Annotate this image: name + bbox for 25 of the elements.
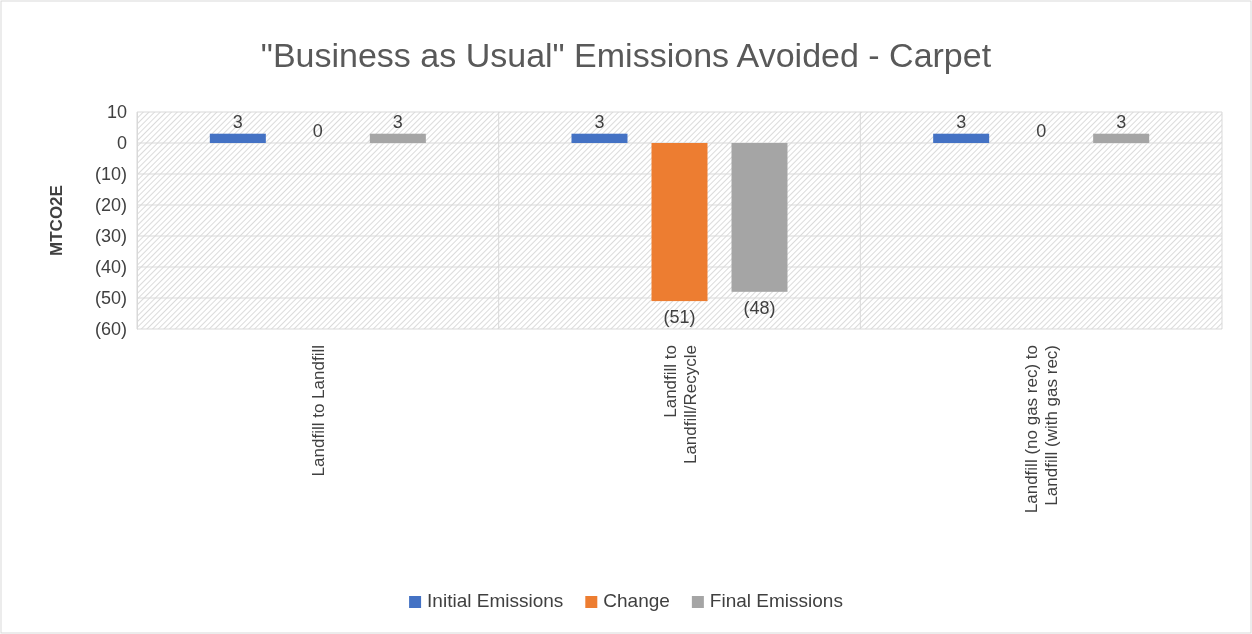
- data-label: 3: [1116, 111, 1127, 132]
- y-tick-label: (20): [94, 195, 127, 216]
- data-label: 3: [232, 111, 243, 132]
- y-tick-label: 0: [116, 133, 127, 154]
- legend-label: Change: [603, 590, 670, 611]
- data-label: (51): [663, 307, 696, 328]
- data-label: (48): [743, 297, 776, 318]
- x-tick-label: Landfill (no gas rec) to Landfill (with gas rec): [1022, 345, 1062, 514]
- y-axis-title: MTCO2E: [47, 185, 66, 256]
- y-tick-label: 10: [106, 102, 127, 123]
- x-tick-label: Landfill to Landfill/Recycle: [660, 345, 700, 465]
- chart-title: "Business as Usual" Emissions Avoided - Carpet: [260, 36, 992, 74]
- x-tick-label: Landfill to Landfill: [308, 345, 328, 477]
- y-tick-label: (10): [94, 164, 127, 185]
- y-tick-label: (40): [94, 257, 127, 278]
- data-label: 3: [392, 111, 403, 132]
- legend-label: Final Emissions: [709, 590, 843, 611]
- y-tick-label: (60): [94, 319, 127, 340]
- data-label: 3: [956, 111, 967, 132]
- data-label: 0: [1036, 121, 1047, 141]
- data-label: 3: [594, 111, 605, 132]
- y-tick-label: (50): [94, 288, 127, 309]
- legend-label: Initial Emissions: [427, 590, 564, 611]
- data-label: 0: [312, 121, 323, 141]
- y-tick-label: (30): [94, 226, 127, 247]
